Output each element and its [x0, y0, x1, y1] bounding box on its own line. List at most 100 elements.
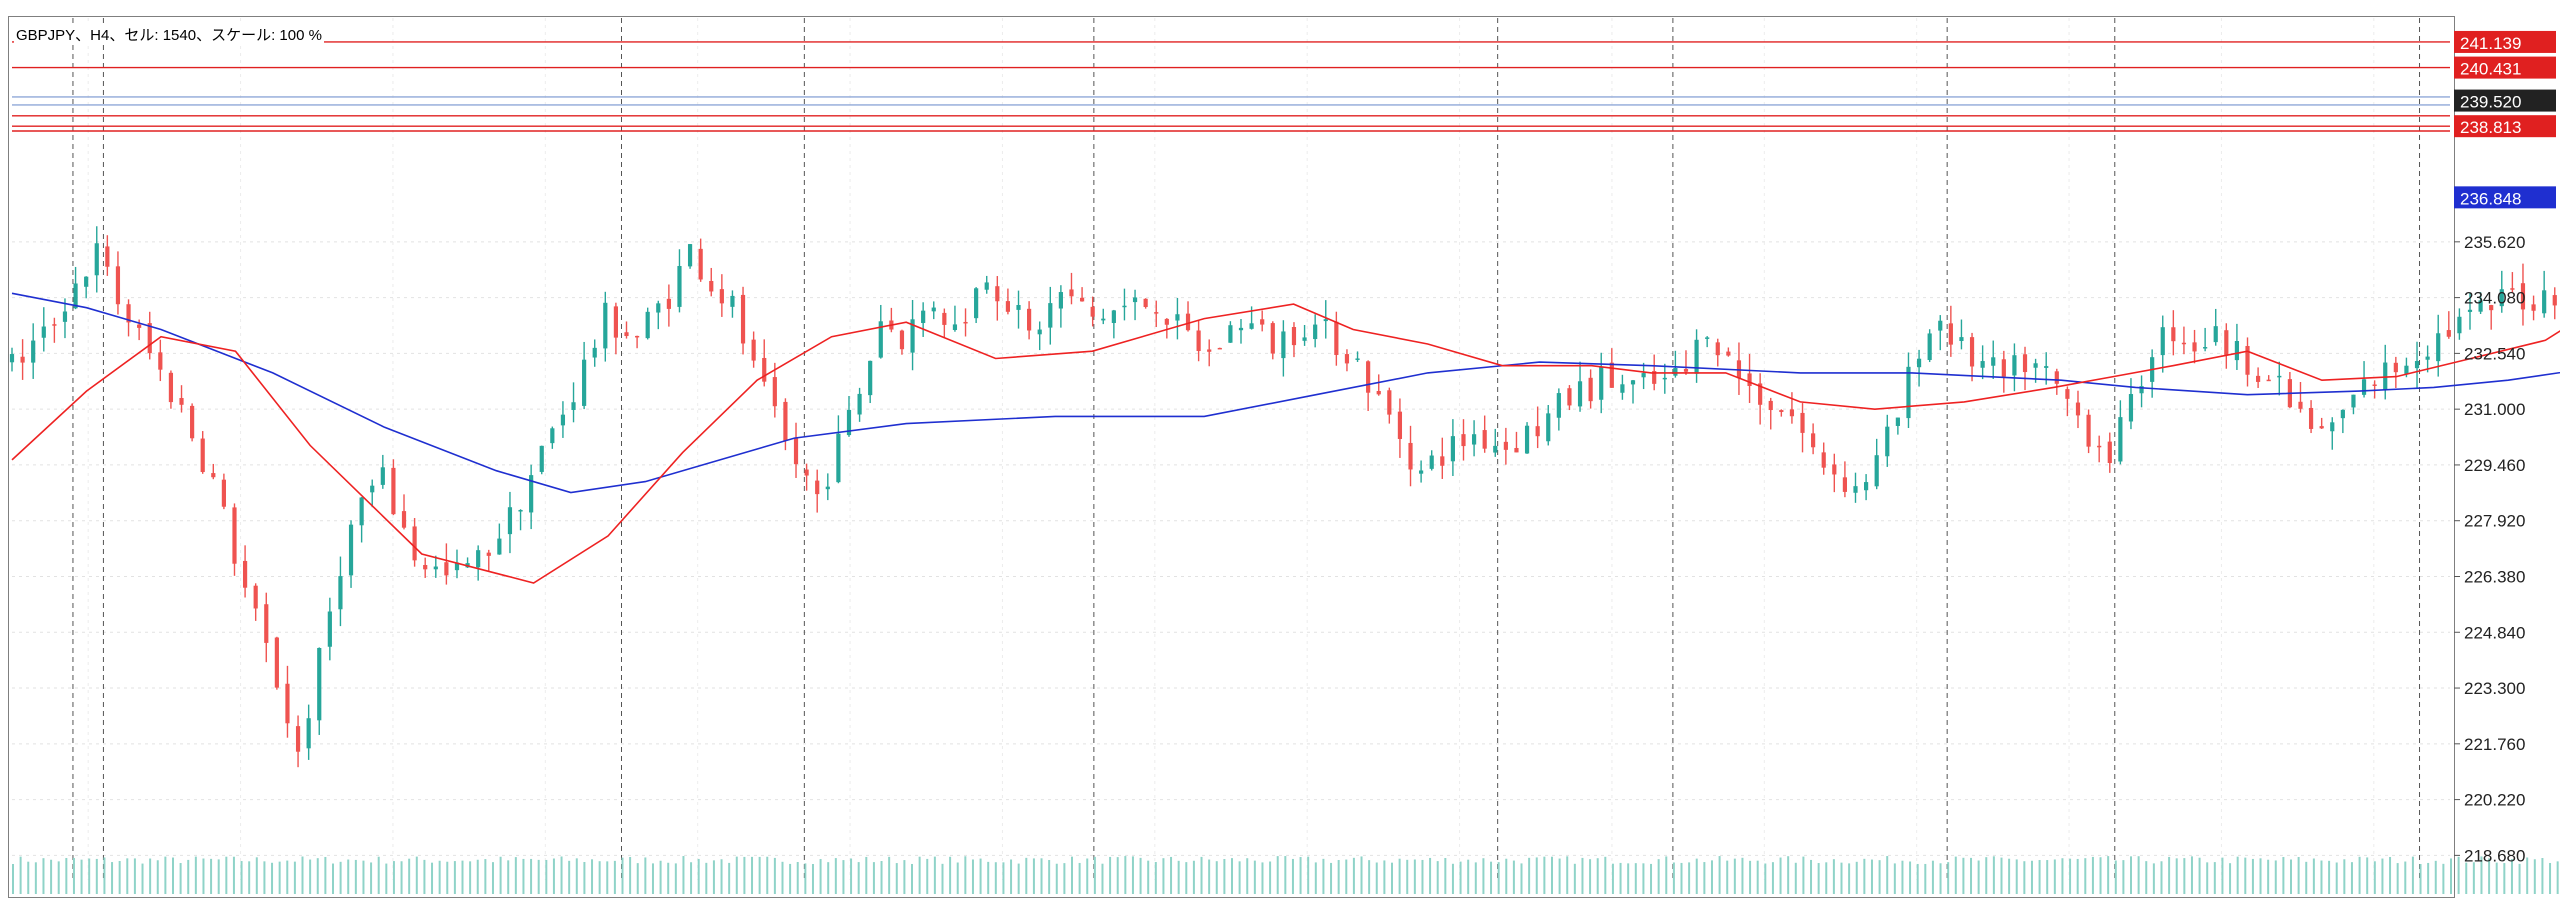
moving-average-slow — [11, 292, 2560, 494]
candle — [1175, 297, 1180, 340]
candle-body-bull — [836, 433, 841, 483]
candle-body-bear — [221, 479, 226, 507]
candle-body-bull — [1662, 377, 1667, 380]
candle — [158, 339, 163, 382]
candle-body-bear — [1503, 441, 1508, 450]
price-label-box — [2454, 30, 2556, 53]
candle-body-bull — [1228, 325, 1233, 343]
candle-body-bull — [1323, 319, 1328, 322]
price-tick-label: 218.680 — [2464, 846, 2525, 865]
candle — [1874, 438, 1879, 490]
candle — [1471, 420, 1477, 457]
candle-body-bear — [1726, 351, 1731, 356]
candle-body-bear — [793, 437, 799, 465]
candle-body-bear — [1609, 362, 1614, 388]
candle-body-bear — [200, 438, 205, 473]
candle — [2478, 292, 2483, 314]
candle-body-bull — [2425, 356, 2430, 360]
candle-body-bull — [476, 550, 481, 568]
candle — [942, 308, 947, 338]
candle-body-bear — [2181, 342, 2187, 345]
candle-body-bull — [560, 414, 566, 426]
moving-average-fast — [11, 303, 2560, 584]
candle — [433, 555, 438, 578]
candle-body-bull — [2044, 366, 2049, 368]
candle-body-bear — [1408, 442, 1413, 470]
candle — [1101, 308, 1106, 325]
candle-body-bear — [1948, 323, 1953, 345]
candle-body-bull — [306, 718, 311, 749]
candle — [2266, 375, 2271, 382]
candle-body-bull — [2128, 394, 2134, 422]
candle — [1641, 362, 1646, 390]
candle — [687, 244, 693, 269]
candle-body-bear — [1027, 308, 1032, 331]
candle-body-bear — [253, 585, 258, 609]
candle — [2414, 341, 2420, 388]
candle — [868, 360, 873, 404]
candle — [359, 497, 364, 543]
candle — [94, 226, 99, 293]
candle-body-bear — [2319, 426, 2324, 429]
candle — [232, 503, 237, 576]
candle-body-bear — [1747, 373, 1752, 386]
candle-body-bull — [2118, 417, 2123, 462]
candle — [1842, 461, 1847, 498]
candle-body-bull — [2478, 300, 2483, 312]
candle-body-bull — [550, 428, 555, 444]
candle — [1503, 427, 1508, 465]
candle-body-bull — [1132, 297, 1138, 303]
candle-body-bear — [2086, 414, 2091, 447]
candle — [1832, 453, 1837, 493]
candle-body-bull — [1175, 314, 1180, 321]
candle — [974, 287, 979, 324]
candle-body-bull — [846, 409, 852, 436]
candle-body-bull — [2340, 409, 2345, 419]
candle — [550, 426, 555, 449]
candle — [190, 403, 195, 442]
candle — [84, 276, 89, 299]
candle — [1397, 398, 1403, 458]
candle-body-bear — [1567, 388, 1572, 406]
candle-body-bear — [2192, 342, 2197, 352]
candle-body-bear — [634, 335, 640, 338]
price-tick-label: 223.300 — [2464, 679, 2525, 698]
candle — [1366, 360, 1371, 411]
candle — [1758, 373, 1763, 425]
horizontal-lines[interactable] — [12, 41, 2450, 132]
candle-body-bear — [1800, 412, 1805, 433]
candle-body-bull — [1450, 436, 1455, 462]
candle — [1270, 321, 1275, 360]
price-label-box — [2454, 56, 2556, 79]
candle — [1058, 285, 1063, 328]
candle — [2393, 356, 2398, 388]
candle — [507, 491, 513, 554]
candle-body-bear — [1069, 289, 1074, 297]
candle — [1408, 425, 1413, 487]
candle-body-bear — [666, 298, 671, 309]
candle-body-bear — [740, 294, 746, 344]
candle-body-bull — [857, 393, 862, 415]
candle-body-bull — [921, 310, 926, 324]
candle-body-bull — [677, 266, 682, 307]
candle-body-bull — [1524, 425, 1530, 454]
candle-body-bull — [2499, 289, 2504, 307]
candle — [2086, 409, 2091, 454]
candle-body-bear — [1715, 342, 1720, 356]
candle — [634, 335, 640, 349]
candle — [2308, 400, 2314, 434]
candle — [1969, 332, 1975, 382]
candle — [1238, 318, 1244, 344]
candle-body-bull — [1048, 303, 1053, 328]
candle — [1387, 387, 1392, 424]
price-tick-label: 226.380 — [2464, 567, 2525, 586]
price-tick-label: 232.540 — [2464, 344, 2525, 363]
candle — [31, 323, 36, 379]
moving-averages — [11, 292, 2560, 584]
candle-body-bull — [910, 319, 915, 353]
candle-body-bear — [423, 564, 428, 570]
candle-body-bull — [2203, 347, 2208, 349]
candle-body-bear — [815, 480, 820, 495]
